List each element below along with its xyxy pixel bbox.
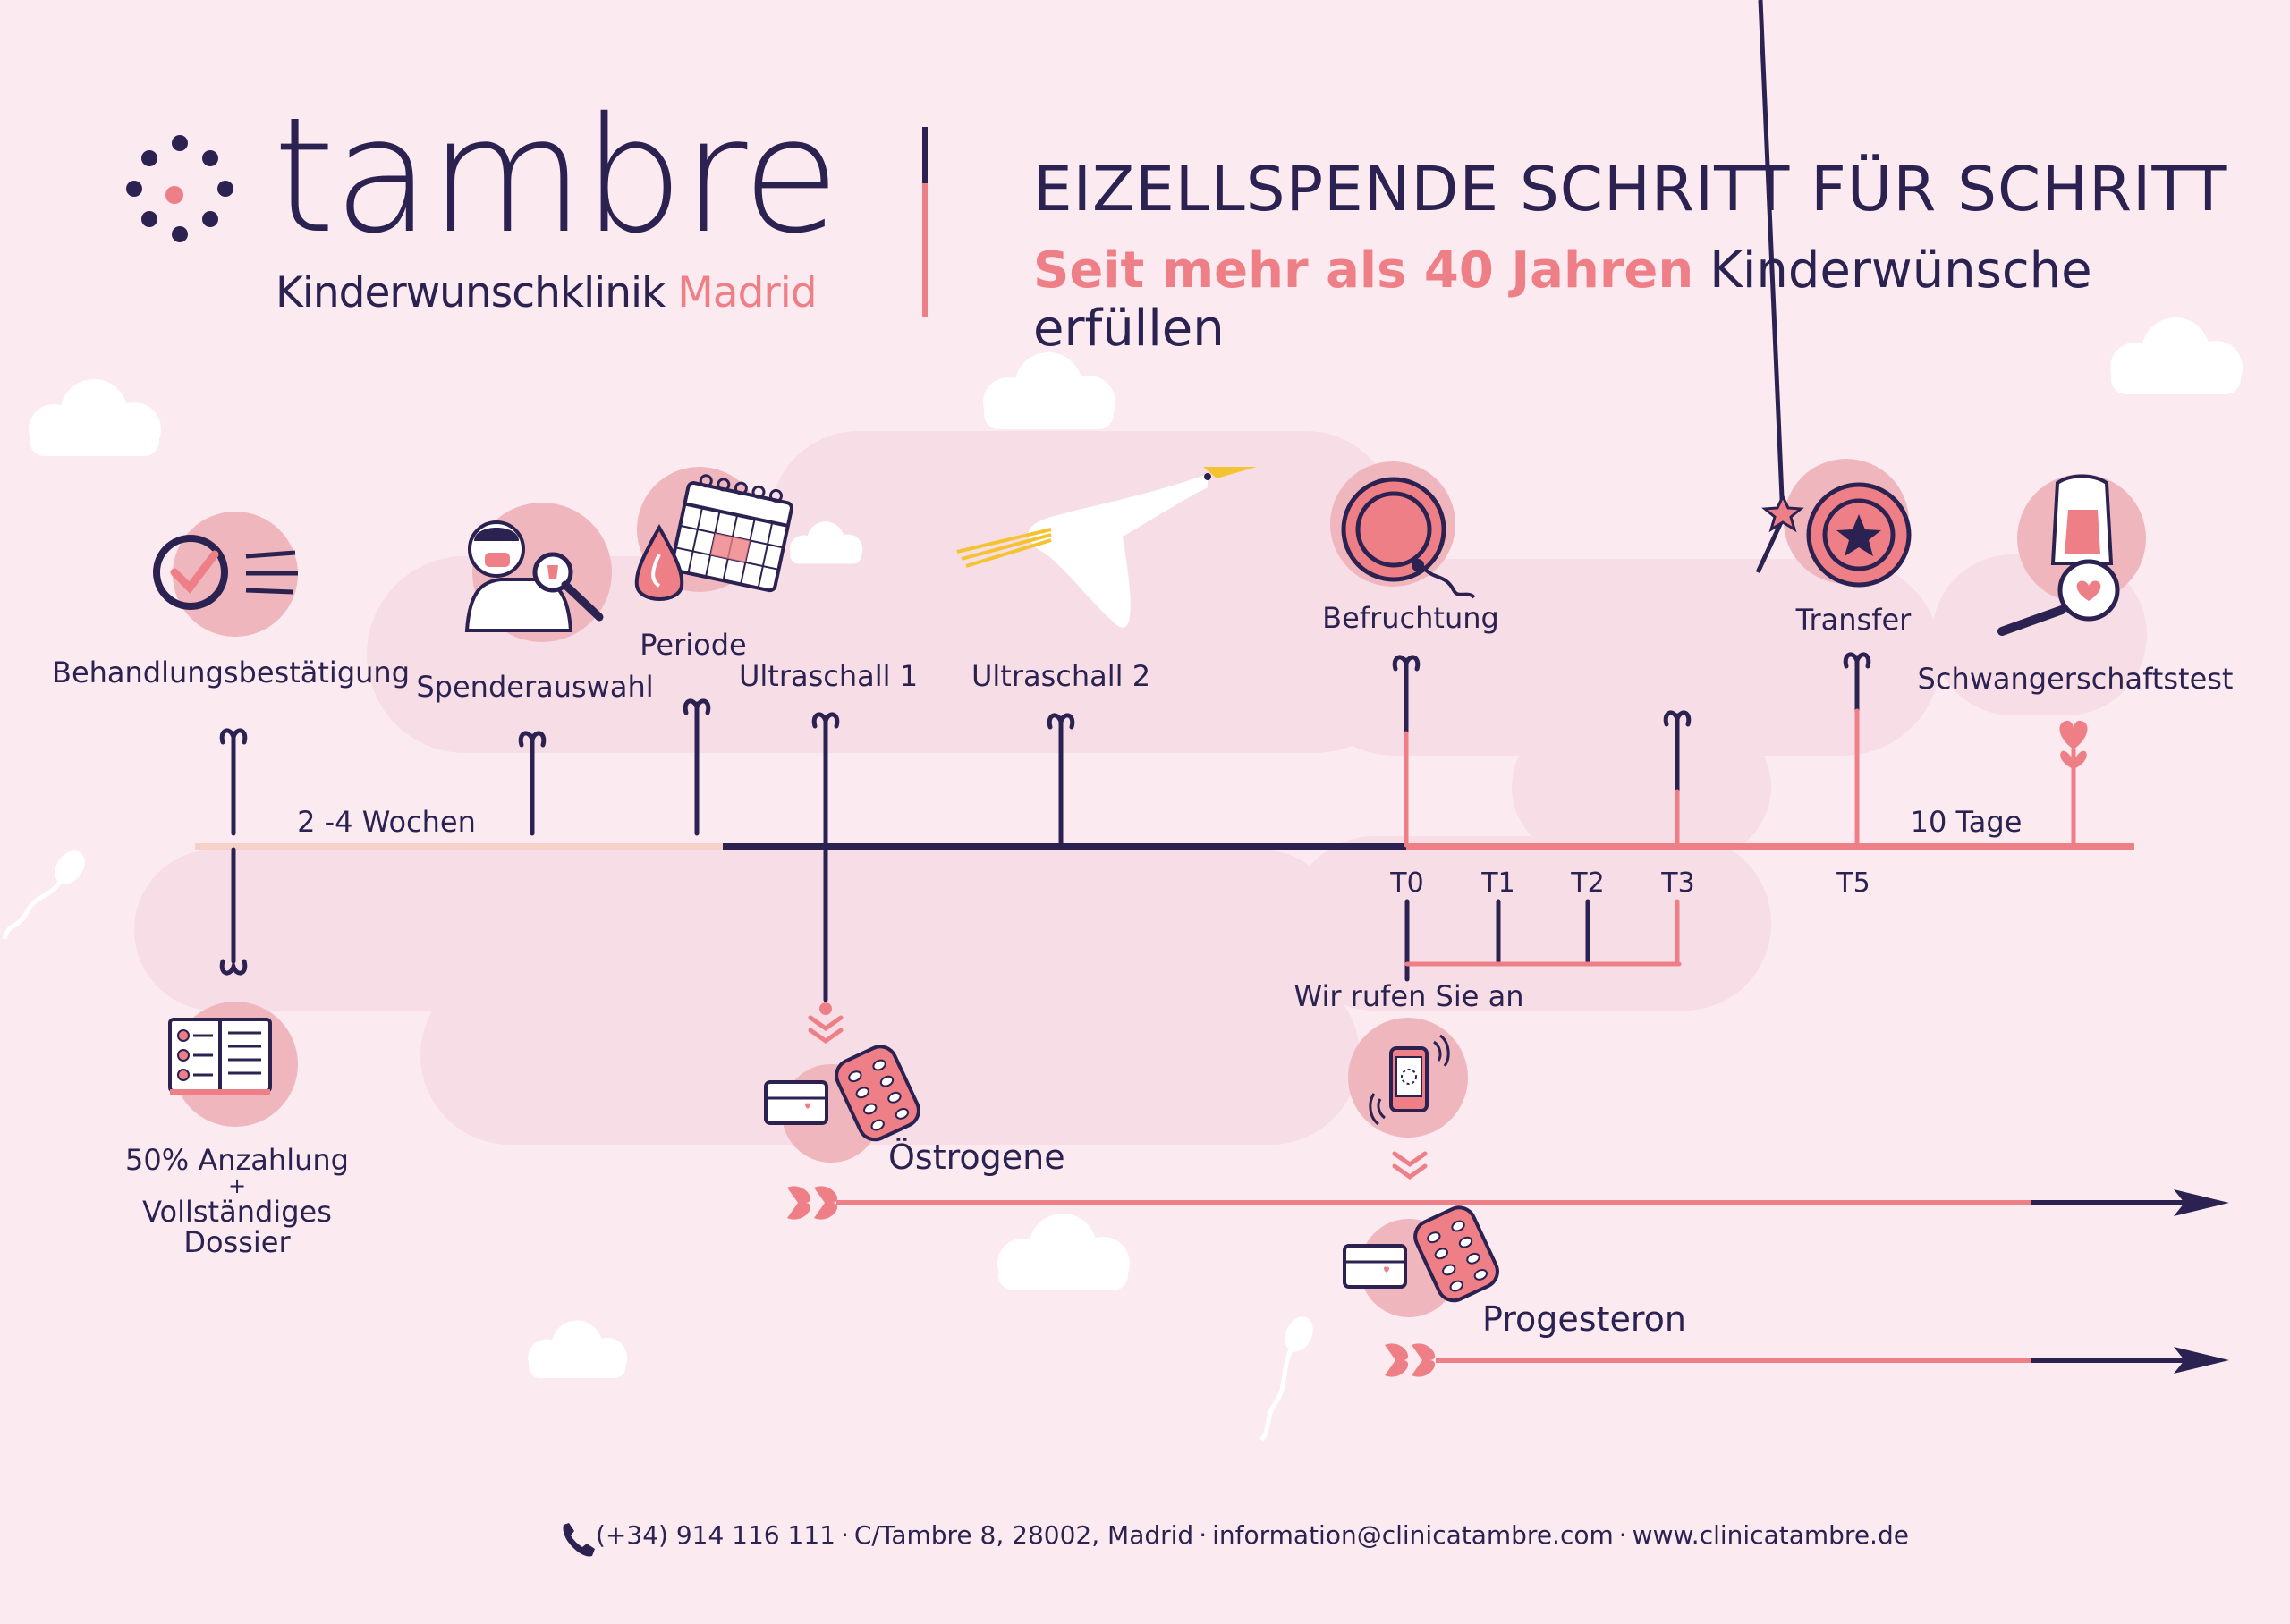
doctor-icon <box>464 520 604 632</box>
step-behandlung: Behandlungsbestätigung <box>51 656 411 689</box>
progesterone-arrow-icon <box>1385 1343 2229 1377</box>
book-icon <box>168 1018 272 1095</box>
step-schwangerschaftstest: Schwangerschaftstest <box>1917 662 2234 696</box>
duration-days: 10 Tage <box>1910 805 2023 839</box>
brand-sub-accent: Madrid <box>677 268 817 317</box>
subtitle-rest: Kinderwünsche erfüllen <box>1033 241 2092 358</box>
check-icon <box>153 535 298 610</box>
brand-name: tambre <box>273 83 840 268</box>
subtitle-accent: Seit mehr als 40 Jahren <box>1033 241 1694 300</box>
star-embryo-icon <box>1806 482 1912 588</box>
brand-sub-main: Kinderwunschklinik <box>276 268 666 317</box>
pregnancy-test-icon <box>1997 474 2120 636</box>
drop-icon <box>634 523 684 601</box>
footer-sep: · <box>840 1520 849 1550</box>
step-ultraschall-1: Ultraschall 1 <box>738 659 919 693</box>
tick-t1: T1 <box>1481 867 1515 899</box>
footer-phone[interactable]: (+34) 914 116 111 <box>596 1520 835 1550</box>
payment-line-2: Vollständiges <box>142 1195 332 1229</box>
page-title: EIZELLSPENDE SCHRITT FÜR SCHRITT <box>1033 154 2228 225</box>
payment-line-1: 50% Anzahlung <box>125 1143 349 1177</box>
sperm-icon <box>2 850 1313 1442</box>
timeline-stems <box>222 655 2076 848</box>
magic-wand-icon <box>1755 0 1804 574</box>
egg-icon <box>1341 477 1476 599</box>
brand-subtitle: Kinderwunschklinik Madrid <box>276 268 818 317</box>
tick-t0: T0 <box>1390 867 1424 899</box>
calendar-icon <box>669 474 793 593</box>
footer-sep: · <box>1618 1520 1627 1550</box>
payment-line-3: Dossier <box>183 1225 291 1259</box>
step-transfer: Transfer <box>1795 603 1912 637</box>
footer-email[interactable]: information@clinicatambre.com <box>1212 1520 1614 1550</box>
estrogen-arrow-icon <box>787 1186 2229 1220</box>
step-periode: Periode <box>640 628 747 662</box>
footer-sep: · <box>1199 1520 1208 1550</box>
phone-icon <box>1369 1034 1450 1126</box>
duration-weeks: 2 -4 Wochen <box>297 805 476 839</box>
footer-web[interactable]: www.clinicatambre.de <box>1632 1520 1909 1550</box>
step-befruchtung: Befruchtung <box>1322 601 1499 635</box>
footer-address: C/Tambre 8, 28002, Madrid <box>853 1520 1194 1550</box>
stork-icon <box>956 467 1257 628</box>
med-estrogen: Östrogene <box>888 1138 1065 1177</box>
tick-t5: T5 <box>1836 867 1870 899</box>
phone-handset-icon <box>563 1523 595 1557</box>
pills-icon <box>1343 1205 1499 1303</box>
med-progesterone: Progesteron <box>1482 1299 1686 1339</box>
call-label: Wir rufen Sie an <box>1293 979 1524 1013</box>
footer-contact: (+34) 914 116 111 · C/Tambre 8, 28002, M… <box>562 1520 1909 1550</box>
step-spenderauswahl: Spenderauswahl <box>416 670 654 704</box>
payment-plus: + <box>227 1173 247 1198</box>
dots-logo-icon <box>126 135 233 242</box>
step-ultraschall-2: Ultraschall 2 <box>971 659 1151 693</box>
tick-t2: T2 <box>1571 867 1605 899</box>
pills-icon <box>764 1045 920 1142</box>
page-subtitle: Seit mehr als 40 Jahren Kinderwünsche er… <box>1033 241 2290 358</box>
heart-icon <box>2059 720 2088 769</box>
payment-block: 50% Anzahlung + Vollständiges Dossier <box>125 1145 349 1257</box>
tick-t3: T3 <box>1661 867 1695 899</box>
timeline-down-stems <box>219 847 1682 1180</box>
